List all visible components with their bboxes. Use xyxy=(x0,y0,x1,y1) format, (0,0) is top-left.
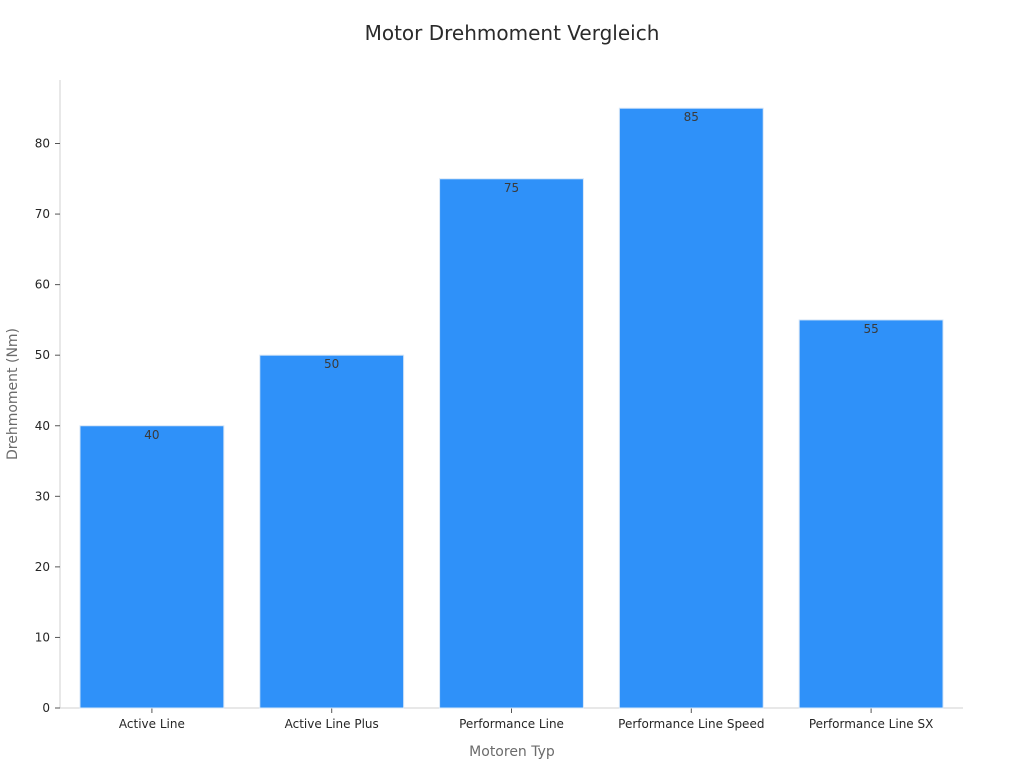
data-label: 75 xyxy=(504,181,519,195)
x-tick-label: Performance Line SX xyxy=(809,717,934,731)
bar xyxy=(439,178,584,709)
y-tick-label: 40 xyxy=(35,419,50,433)
x-axis-label: Motoren Typ xyxy=(469,744,555,760)
y-tick-label: 60 xyxy=(35,278,50,292)
data-label-group: 40 50 75 85 55 xyxy=(144,110,878,442)
y-tick-label: 0 xyxy=(42,701,50,715)
bar-series xyxy=(79,107,944,709)
data-label: 55 xyxy=(863,322,878,336)
x-tick-label: Active Line xyxy=(119,717,185,731)
y-tick-label: 20 xyxy=(35,560,50,574)
y-tick-label: 50 xyxy=(35,348,50,362)
x-axis: Active Line Active Line Plus Performance L… xyxy=(60,707,963,731)
data-label: 40 xyxy=(144,428,159,442)
x-tick-label: Performance Line Speed xyxy=(618,717,764,731)
x-tick-label: Active Line Plus xyxy=(285,717,379,731)
y-axis-label: Drehmoment (Nm) xyxy=(5,328,21,460)
y-tick-label: 30 xyxy=(35,489,50,503)
y-tick-label: 10 xyxy=(35,630,50,644)
bar xyxy=(79,425,225,709)
data-label: 85 xyxy=(684,110,699,124)
data-label: 50 xyxy=(324,357,339,371)
y-tick-label: 80 xyxy=(35,137,50,151)
chart-title: Motor Drehmoment Vergleich xyxy=(365,21,660,45)
x-tick-label: Performance Line xyxy=(459,717,564,731)
y-tick-label: 70 xyxy=(35,207,50,221)
bar xyxy=(618,107,764,709)
bar xyxy=(259,354,405,709)
y-axis: 0 10 20 30 40 50 60 70 80 xyxy=(35,80,61,715)
bar xyxy=(798,319,944,709)
